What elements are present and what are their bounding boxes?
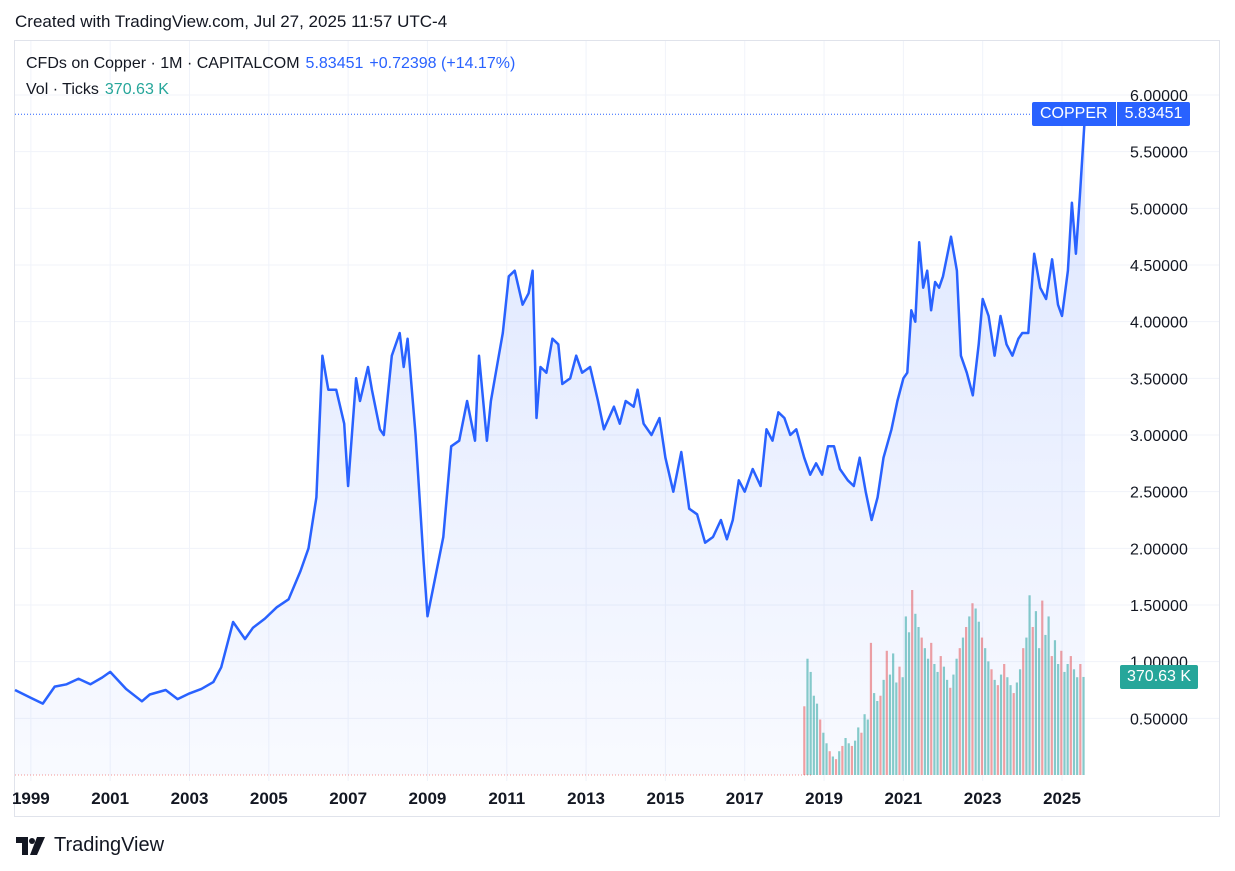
tradingview-logo[interactable]: TradingView xyxy=(16,834,164,857)
y-tick-label: 4.00000 xyxy=(1130,315,1188,332)
price-tag-value: 5.83451 xyxy=(1115,102,1191,127)
y-tick-label: 2.00000 xyxy=(1130,541,1188,558)
y-tick-label: 1.50000 xyxy=(1130,598,1188,615)
y-tick-label: 5.00000 xyxy=(1130,201,1188,218)
last-price: 5.83451 xyxy=(305,55,364,72)
x-tick-label: 2021 xyxy=(884,789,922,808)
x-tick-label: 2003 xyxy=(171,789,209,808)
x-tick-label: 2017 xyxy=(726,789,764,808)
x-tick-label: 2001 xyxy=(91,789,129,808)
volume-value: 370.63 K xyxy=(104,81,169,98)
created-with-header: Created with TradingView.com, Jul 27, 20… xyxy=(15,12,448,31)
y-tick-label: 4.50000 xyxy=(1130,258,1188,275)
x-tick-label: 2023 xyxy=(964,789,1002,808)
price-tag: COPPER 5.83451 xyxy=(1032,102,1191,127)
y-tick-label: 3.00000 xyxy=(1130,428,1188,445)
y-tick-label: 6.00000 xyxy=(1130,88,1188,105)
x-tick-label: 2007 xyxy=(329,789,367,808)
price-change: +0.72398 (+14.17%) xyxy=(369,55,516,72)
x-tick-label: 2011 xyxy=(488,789,525,808)
x-tick-label: 2015 xyxy=(646,789,684,808)
legend-row-volume[interactable]: Vol · Ticks 370.63 K xyxy=(26,81,169,99)
x-tick-label: 1999 xyxy=(12,789,50,808)
y-tick-label: 3.50000 xyxy=(1130,371,1188,388)
price-tag-symbol: COPPER xyxy=(1032,102,1116,127)
y-tick-label: 5.50000 xyxy=(1130,145,1188,162)
price-area xyxy=(15,114,1085,776)
price-axis[interactable]: 6.00000 5.50000 5.00000 4.50000 4.00000 3.500… xyxy=(1130,88,1188,728)
volume-tag: 370.63 K xyxy=(1120,665,1199,690)
time-axis[interactable]: 1999 2001 2003 2005 2007 2009 2011 2013 2015 2017… xyxy=(12,789,1081,808)
x-tick-label: 2005 xyxy=(250,789,288,808)
brand-name: TradingView xyxy=(54,834,165,856)
tradingview-logo-icon xyxy=(16,836,45,855)
chart-frame xyxy=(14,40,1220,817)
x-tick-label: 2013 xyxy=(567,789,605,808)
x-tick-label: 2009 xyxy=(409,789,447,808)
price-line xyxy=(14,114,1087,705)
symbol-title: CFDs on Copper · 1M · CAPITALCOM xyxy=(26,55,300,72)
volume-title: Vol · Ticks xyxy=(26,81,99,98)
x-tick-label: 2025 xyxy=(1043,789,1081,808)
y-tick-label: 0.50000 xyxy=(1130,711,1188,728)
legend-row-symbol[interactable]: CFDs on Copper · 1M · CAPITALCOM 5.83451 +… xyxy=(26,55,515,73)
y-tick-label: 2.50000 xyxy=(1130,485,1188,502)
x-tick-label: 2019 xyxy=(805,789,843,808)
